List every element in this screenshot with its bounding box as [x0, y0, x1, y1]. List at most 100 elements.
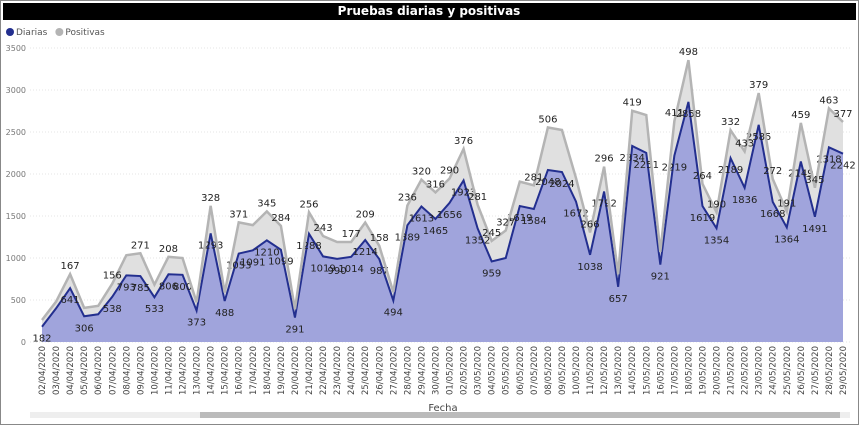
x-tick-label: 02/04/2020 [38, 346, 48, 395]
data-label: 1293 [198, 240, 223, 251]
x-tick-label: 23/05/2020 [755, 346, 765, 395]
data-label: 793 [117, 282, 136, 293]
x-tick-label: 03/04/2020 [52, 346, 62, 395]
data-label: 1923 [451, 187, 476, 198]
data-label: 291 [285, 325, 304, 336]
x-tick-label: 08/04/2020 [122, 346, 132, 395]
x-tick-label: 14/05/2020 [628, 346, 638, 395]
data-label: 1038 [577, 262, 602, 273]
x-tick-label: 29/05/2020 [839, 346, 849, 395]
data-label: 296 [595, 154, 614, 165]
data-label: 209 [356, 209, 375, 220]
x-tick-label: 22/05/2020 [741, 346, 751, 395]
data-label: 327 [496, 218, 515, 229]
x-tick-label: 24/05/2020 [769, 346, 779, 395]
data-label: 1352 [465, 235, 490, 246]
x-tick-label: 12/05/2020 [600, 346, 610, 395]
data-label: 2858 [676, 109, 701, 120]
y-tick-label: 500 [11, 296, 26, 305]
y-tick-label: 1000 [6, 254, 26, 263]
data-label: 2189 [718, 165, 743, 176]
x-tick-label: 27/04/2020 [389, 346, 399, 395]
data-label: 158 [370, 233, 389, 244]
y-tick-label: 3500 [6, 44, 26, 53]
data-label: 1584 [521, 216, 546, 227]
data-label: 433 [735, 138, 754, 149]
data-label: 1668 [760, 209, 785, 220]
x-tick-label: 09/05/2020 [558, 346, 568, 395]
data-label: 1091 [240, 257, 265, 268]
data-label: 284 [271, 213, 290, 224]
x-tick-label: 24/04/2020 [347, 346, 357, 395]
data-label: 271 [131, 240, 150, 251]
line [41, 59, 844, 321]
x-tick-label: 05/05/2020 [502, 346, 512, 395]
x-tick-label: 20/05/2020 [713, 346, 723, 395]
x-tick-label: 16/04/2020 [235, 346, 245, 395]
x-tick-label: 29/04/2020 [417, 346, 427, 395]
data-label: 506 [538, 114, 557, 125]
data-label: 1672 [563, 209, 588, 220]
legend-marker [6, 28, 14, 36]
x-tick-label: 15/04/2020 [221, 346, 231, 395]
x-tick-label: 21/05/2020 [727, 346, 737, 395]
data-label: 1613 [409, 214, 434, 225]
x-tick-label: 07/05/2020 [530, 346, 540, 395]
data-label: 190 [707, 199, 726, 210]
data-label: 1364 [774, 234, 799, 245]
y-tick-label: 1500 [6, 212, 26, 221]
data-label: 1354 [704, 235, 729, 246]
x-tick-label: 05/04/2020 [80, 346, 90, 395]
scrollbar-thumb[interactable] [200, 412, 840, 418]
data-label: 208 [159, 244, 178, 255]
data-label: 281 [468, 192, 487, 203]
data-label: 494 [384, 308, 403, 319]
data-label: 177 [342, 229, 361, 240]
data-label: 281 [524, 172, 543, 183]
data-label: 806 [159, 281, 178, 292]
line [41, 101, 844, 328]
data-label: 800 [173, 282, 192, 293]
x-tick-label: 16/05/2020 [656, 346, 666, 395]
data-label: 1465 [423, 226, 448, 237]
x-tick-label: 19/04/2020 [277, 346, 287, 395]
data-label: 316 [426, 179, 445, 190]
y-tick-label: 2500 [6, 128, 26, 137]
x-tick-label: 17/05/2020 [670, 346, 680, 395]
x-tick-label: 18/04/2020 [263, 346, 273, 395]
data-label: 371 [229, 209, 248, 220]
data-label: 306 [75, 323, 94, 334]
data-label: 533 [145, 304, 164, 315]
data-label: 538 [103, 304, 122, 315]
data-label: 2149 [788, 168, 813, 179]
x-tick-label: 03/05/2020 [474, 346, 484, 395]
data-label: 2318 [816, 154, 841, 165]
x-tick-label: 04/05/2020 [488, 346, 498, 395]
data-label: 2242 [830, 161, 855, 172]
data-label: 1288 [296, 241, 321, 252]
data-label: 345 [257, 198, 276, 209]
data-label: 264 [693, 171, 712, 182]
x-tick-label: 04/04/2020 [66, 346, 76, 395]
data-label: 1792 [591, 198, 616, 209]
data-label: 377 [833, 109, 852, 120]
x-tick-label: 18/05/2020 [684, 346, 694, 395]
x-tick-label: 06/05/2020 [516, 346, 526, 395]
data-label: 1014 [338, 264, 363, 275]
x-tick-label: 23/04/2020 [333, 346, 343, 395]
data-label: 376 [454, 136, 473, 147]
data-label: 272 [763, 166, 782, 177]
x-tick-label: 13/05/2020 [614, 346, 624, 395]
data-label: 328 [201, 193, 220, 204]
data-label: 2048 [535, 177, 560, 188]
x-tick-label: 25/04/2020 [361, 346, 371, 395]
x-tick-label: 13/04/2020 [193, 346, 203, 395]
x-tick-label: 02/05/2020 [460, 346, 470, 395]
x-tick-label: 11/04/2020 [164, 346, 174, 395]
x-tick-label: 28/04/2020 [403, 346, 413, 395]
data-label: 1619 [507, 213, 532, 224]
data-label: 1210 [254, 247, 279, 258]
data-label: 1619 [690, 213, 715, 224]
area [42, 101, 843, 342]
